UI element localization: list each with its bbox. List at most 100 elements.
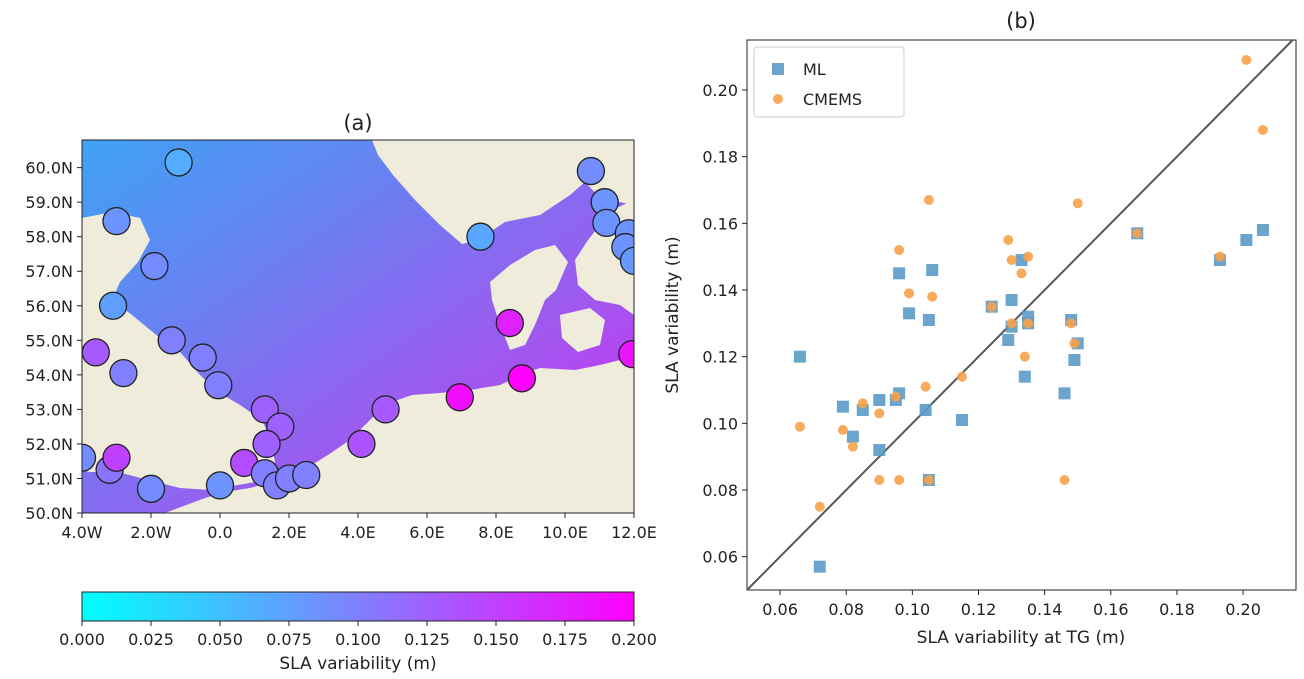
scatter-y-label: SLA variability (m) <box>663 236 683 393</box>
legend-cmems-marker <box>773 94 783 104</box>
cmems-point <box>923 195 934 205</box>
colorbar <box>81 591 635 622</box>
identity-line <box>746 39 1294 591</box>
colorbar-tick-label: 0.075 <box>266 630 312 649</box>
scatter-y-tick-label: 0.10 <box>702 414 738 433</box>
scatter-x-tick-label: 0.14 <box>1027 600 1063 619</box>
colorbar-tick-label: 0.200 <box>611 630 657 649</box>
colorbar-tick-label: 0.050 <box>197 630 243 649</box>
scatter-x-tick-label: 0.16 <box>1093 600 1129 619</box>
scatter-y-tick-label: 0.14 <box>702 281 738 300</box>
cmems-point <box>894 245 905 255</box>
station-marker <box>466 222 495 251</box>
panel-a-title: (a) <box>343 111 372 135</box>
cmems-point <box>847 441 858 452</box>
colorbar-ticks: 0.000 0.025 0.050 0.075 0.100 0.125 0.150 0.175… <box>59 621 657 649</box>
map-y-ticks: 50.0N 51.0N 52.0N 53.0N 54.0N 55.0N 56.0N 57.0N… <box>25 159 82 523</box>
legend-cmems-label: CMEMS <box>803 90 862 109</box>
scatter-y-tick-label: 0.08 <box>702 481 738 500</box>
map-y-tick-label: 58.0N <box>25 228 73 247</box>
cmems-point <box>874 475 885 485</box>
ml-point <box>955 414 968 426</box>
cmems-point <box>1072 198 1083 209</box>
cmems-point <box>814 501 825 512</box>
cmems-point <box>1006 318 1017 329</box>
map-area <box>82 140 634 513</box>
ml-point <box>926 264 939 276</box>
station-marker <box>188 343 217 372</box>
cmems-point <box>1214 251 1225 262</box>
colorbar-tick-label: 0.100 <box>335 630 381 649</box>
station-marker <box>618 339 634 369</box>
colorbar-tick-label: 0.150 <box>473 630 519 649</box>
legend-ml-label: ML <box>803 60 826 79</box>
ml-point <box>873 444 886 456</box>
map-x-tick-label: 4.0W <box>61 523 102 542</box>
map-x-tick-label: 10.0E <box>542 523 588 542</box>
legend-box <box>753 46 905 118</box>
scatter-x-tick-label: 0.08 <box>828 600 864 619</box>
ml-point <box>893 267 906 280</box>
station-marker <box>157 326 186 355</box>
cmems-point <box>874 408 885 419</box>
map-x-tick-label: 8.0E <box>478 523 514 542</box>
cmems-point <box>794 421 805 432</box>
station-marker <box>109 358 138 388</box>
scatter-x-tick-label: 0.20 <box>1225 600 1261 619</box>
station-marker <box>371 395 400 424</box>
station-marker <box>164 148 193 177</box>
station-marker <box>140 251 169 281</box>
ml-point <box>813 560 826 573</box>
ml-point <box>922 314 935 326</box>
cmems-point <box>1069 338 1080 349</box>
ml-point <box>1058 387 1071 400</box>
station-marker <box>82 443 97 472</box>
cmems-point <box>986 301 997 312</box>
map-y-tick-label: 57.0N <box>25 262 73 281</box>
cmems-point <box>1059 475 1070 485</box>
ml-point <box>1018 370 1031 383</box>
cmems-point <box>894 475 905 485</box>
scatter-x-tick-label: 0.18 <box>1159 600 1195 619</box>
scatter-y-ticks: 0.06 0.08 0.10 0.12 0.14 0.16 0.18 0.20 <box>702 81 747 567</box>
scatter-x-tick-label: 0.12 <box>961 600 997 619</box>
scatter-y-tick-label: 0.16 <box>702 214 738 233</box>
station-marker <box>102 207 131 236</box>
map-x-tick-label: 2.0E <box>271 523 307 542</box>
map-x-tick-label: 6.0E <box>409 523 445 542</box>
cmems-point <box>837 425 848 435</box>
map-y-tick-label: 52.0N <box>25 435 73 454</box>
map-y-tick-label: 59.0N <box>25 193 73 212</box>
map-y-tick-label: 51.0N <box>25 469 73 488</box>
cmems-point <box>1257 125 1268 135</box>
station-marker <box>292 460 321 490</box>
map-x-tick-label: 4.0E <box>340 523 376 542</box>
station-marker <box>204 371 233 400</box>
scatter-y-tick-label: 0.06 <box>702 548 738 567</box>
station-marker <box>82 338 110 367</box>
station-marker <box>205 471 235 500</box>
ml-point <box>1002 334 1015 346</box>
map-y-tick-label: 54.0N <box>25 366 73 385</box>
cmems-point <box>1019 351 1030 362</box>
scatter-x-label: SLA variability at TG (m) <box>917 628 1126 648</box>
cmems-point <box>1132 228 1143 239</box>
cmems-point <box>920 381 931 392</box>
ml-point <box>873 394 886 406</box>
map-x-tick-label: 2.0W <box>130 523 171 542</box>
land-continent <box>165 358 634 513</box>
ml-point <box>836 400 849 413</box>
scatter-y-tick-label: 0.12 <box>702 348 738 367</box>
map-x-ticks: 4.0W 2.0W 0.0 2.0E 4.0E 6.0E 8.0E 10.0E 12.0E <box>61 513 657 542</box>
map-x-tick-label: 12.0E <box>611 523 657 542</box>
map-markers <box>82 148 634 503</box>
scatter-x-tick-label: 0.10 <box>895 600 931 619</box>
station-marker <box>619 246 634 276</box>
ml-point <box>1068 354 1081 366</box>
map-y-tick-label: 60.0N <box>25 159 73 178</box>
cmems-point <box>923 475 934 485</box>
scatter-x-tick-label: 0.06 <box>762 600 798 619</box>
station-marker <box>445 383 474 412</box>
station-marker <box>507 364 537 393</box>
